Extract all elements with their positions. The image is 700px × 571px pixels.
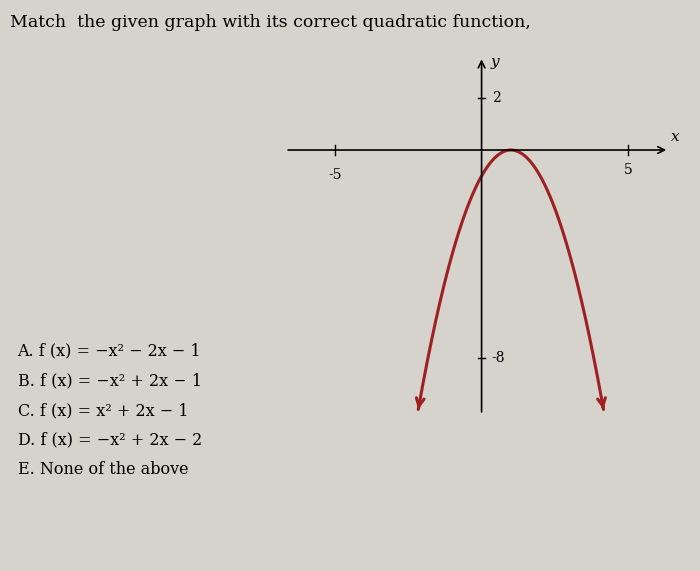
Text: x: x [671,130,679,144]
Text: E. None of the above: E. None of the above [18,461,188,478]
Text: 2: 2 [492,91,500,105]
Text: -8: -8 [492,351,505,365]
Text: y: y [491,55,499,69]
Text: B. f (x) = −x² + 2x − 1: B. f (x) = −x² + 2x − 1 [18,372,202,389]
Text: C. f (x) = x² + 2x − 1: C. f (x) = x² + 2x − 1 [18,402,188,419]
Text: A. f (x) = −x² − 2x − 1: A. f (x) = −x² − 2x − 1 [18,343,201,360]
Text: -5: -5 [328,168,342,182]
Text: D. f (x) = −x² + 2x − 2: D. f (x) = −x² + 2x − 2 [18,432,202,449]
Text: Match  the given graph with its correct quadratic function,: Match the given graph with its correct q… [10,14,531,31]
Text: 5: 5 [624,163,632,177]
